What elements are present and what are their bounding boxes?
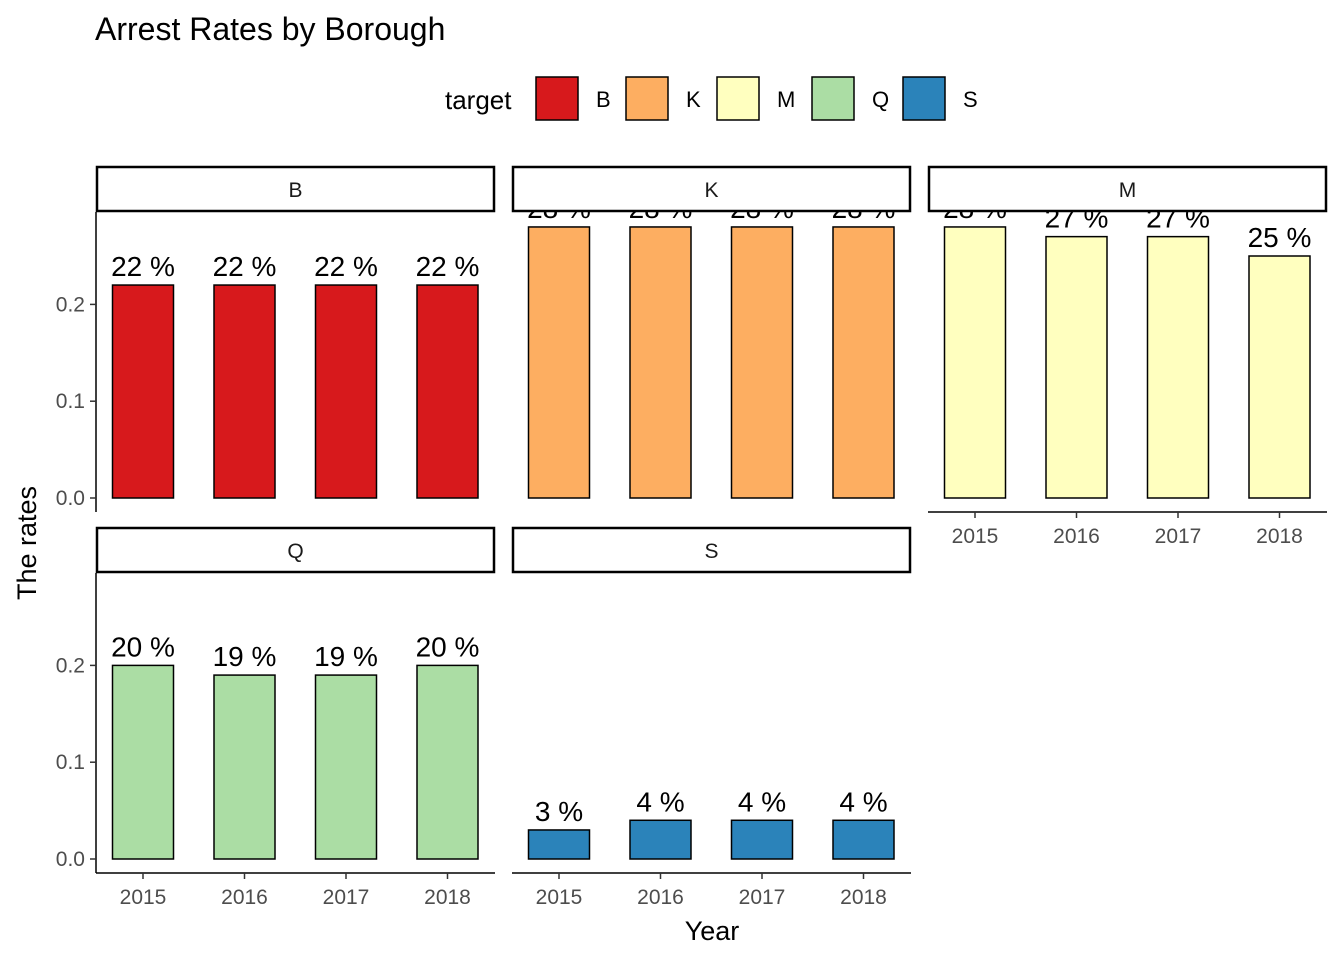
y-tick-label: 0.0: [56, 848, 85, 871]
data-label-m-2017: 27 %: [1146, 203, 1210, 234]
bar-b-2015: [111, 284, 175, 499]
data-label-b-2018: 22 %: [416, 251, 480, 282]
data-label-k-2015: 28 %: [527, 193, 591, 224]
facet-plot-area: 20 % 19 % 19 % 20 %: [111, 631, 480, 860]
legend-label-s: S: [963, 87, 978, 112]
legend-title: target: [445, 85, 512, 115]
bar-m-2015: [943, 226, 1007, 499]
bar-b-2017: [314, 284, 378, 499]
bar-q-2017: [314, 674, 378, 860]
data-label-s-2016: 4 %: [636, 786, 684, 817]
x-tick-label: 2016: [1053, 525, 1100, 548]
data-label-q-2018: 20 %: [416, 631, 480, 662]
bar-m-2018: [1248, 255, 1311, 499]
y-tick-label: 0.2: [56, 654, 85, 677]
facet-plot-area: 3 % 4 % 4 % 4 %: [527, 786, 895, 860]
data-label-q-2015: 20 %: [111, 631, 175, 662]
bar-s-2015: [527, 829, 591, 860]
x-tick-label: 2015: [952, 525, 999, 548]
bar-m-2016: [1045, 235, 1108, 499]
facet-s: 3 % 4 % 4 % 4 % S 2015 2016 2017 2018: [511, 526, 912, 909]
bar-b-2016: [213, 284, 276, 499]
data-label-m-2015: 28 %: [943, 193, 1007, 224]
legend-label-b: B: [596, 87, 611, 112]
facet-strip-b: [95, 165, 496, 213]
data-label-k-2018: 28 %: [832, 193, 896, 224]
facet-strip-s: [511, 526, 912, 574]
bar-q-2018: [416, 664, 479, 860]
x-tick-label: 2018: [840, 886, 887, 909]
data-label-s-2017: 4 %: [738, 786, 786, 817]
x-tick-label: 2018: [424, 886, 471, 909]
x-tick-label: 2015: [536, 886, 583, 909]
facet-strip-label: B: [288, 179, 302, 202]
bar-k-2015: [527, 226, 591, 499]
data-label-s-2018: 4 %: [839, 786, 887, 817]
facet-panels: 22 %22 %22 %22 %B0.00.10.228 %28 %28 %28…: [56, 165, 1328, 909]
facet-plot-area: 22 % 22 % 22 % 22 %: [111, 251, 480, 499]
bar-s-2017: [730, 819, 794, 860]
facet-plot-area: 28 % 28 % 28 % 28 %: [527, 193, 896, 499]
data-label-b-2016: 22 %: [213, 251, 277, 282]
bar-q-2016: [213, 674, 276, 860]
bar-b-2018: [416, 284, 479, 499]
facet-q: 20 % 19 % 19 % 20 % Q 0.0 0.1 0.2 2015 2016 2017 20…: [56, 526, 496, 909]
y-tick-label: 0.2: [56, 293, 85, 316]
y-axis-title: The rates: [12, 486, 42, 600]
y-tick-label: 0.1: [56, 390, 85, 413]
x-tick-label: 2018: [1256, 525, 1303, 548]
x-tick-label: 2016: [637, 886, 684, 909]
y-tick-label: 0.0: [56, 487, 85, 510]
bar-k-2018: [832, 226, 895, 499]
legend-label-m: M: [777, 87, 795, 112]
facet-k: 28 % 28 % 28 % 28 % K: [511, 165, 912, 499]
facet-strip-label: M: [1119, 179, 1137, 202]
data-label-q-2017: 19 %: [314, 641, 378, 672]
data-label-s-2015: 3 %: [535, 796, 583, 827]
x-tick-label: 2016: [221, 886, 268, 909]
data-label-q-2016: 19 %: [213, 641, 277, 672]
legend-key-m: [716, 76, 760, 121]
legend-label-q: Q: [872, 87, 889, 112]
facet-strip-label: K: [704, 179, 718, 202]
x-axis-title: Year: [685, 916, 740, 946]
facet-strip-q: [95, 526, 496, 574]
legend-key-s: [902, 76, 946, 121]
facet-strip-label: S: [704, 540, 718, 563]
data-label-m-2018: 25 %: [1248, 222, 1312, 253]
legend-key-q: [811, 76, 855, 121]
legend: target B K M Q S: [445, 76, 978, 121]
bar-k-2017: [730, 226, 794, 499]
chart-title: Arrest Rates by Borough: [95, 11, 445, 47]
legend-key-k: [625, 76, 669, 121]
x-tick-label: 2017: [739, 886, 786, 909]
bar-k-2016: [629, 226, 692, 499]
facet-strip-k: [511, 165, 912, 213]
bar-s-2016: [629, 819, 692, 860]
y-tick-label: 0.1: [56, 751, 85, 774]
facet-m: 28 % 27 % 27 % 25 % M 2015 2016 2017 2018: [927, 165, 1328, 548]
legend-key-b: [535, 76, 579, 121]
data-label-k-2017: 28 %: [730, 193, 794, 224]
x-tick-label: 2015: [120, 886, 167, 909]
facet-plot-area: 28 % 27 % 27 % 25 %: [943, 193, 1312, 499]
bar-q-2015: [111, 664, 175, 860]
legend-label-k: K: [686, 87, 701, 112]
facet-strip-m: [927, 165, 1328, 213]
data-label-k-2016: 28 %: [629, 193, 693, 224]
data-label-b-2015: 22 %: [111, 251, 175, 282]
x-tick-label: 2017: [323, 886, 370, 909]
x-tick-label: 2017: [1155, 525, 1202, 548]
data-label-m-2016: 27 %: [1045, 203, 1109, 234]
bar-m-2017: [1146, 235, 1210, 499]
data-label-b-2017: 22 %: [314, 251, 378, 282]
bar-s-2018: [832, 819, 895, 860]
facet-b: 22 % 22 % 22 % 22 % B 0.0 0.1 0.2: [56, 165, 496, 512]
facet-strip-label: Q: [287, 540, 303, 563]
